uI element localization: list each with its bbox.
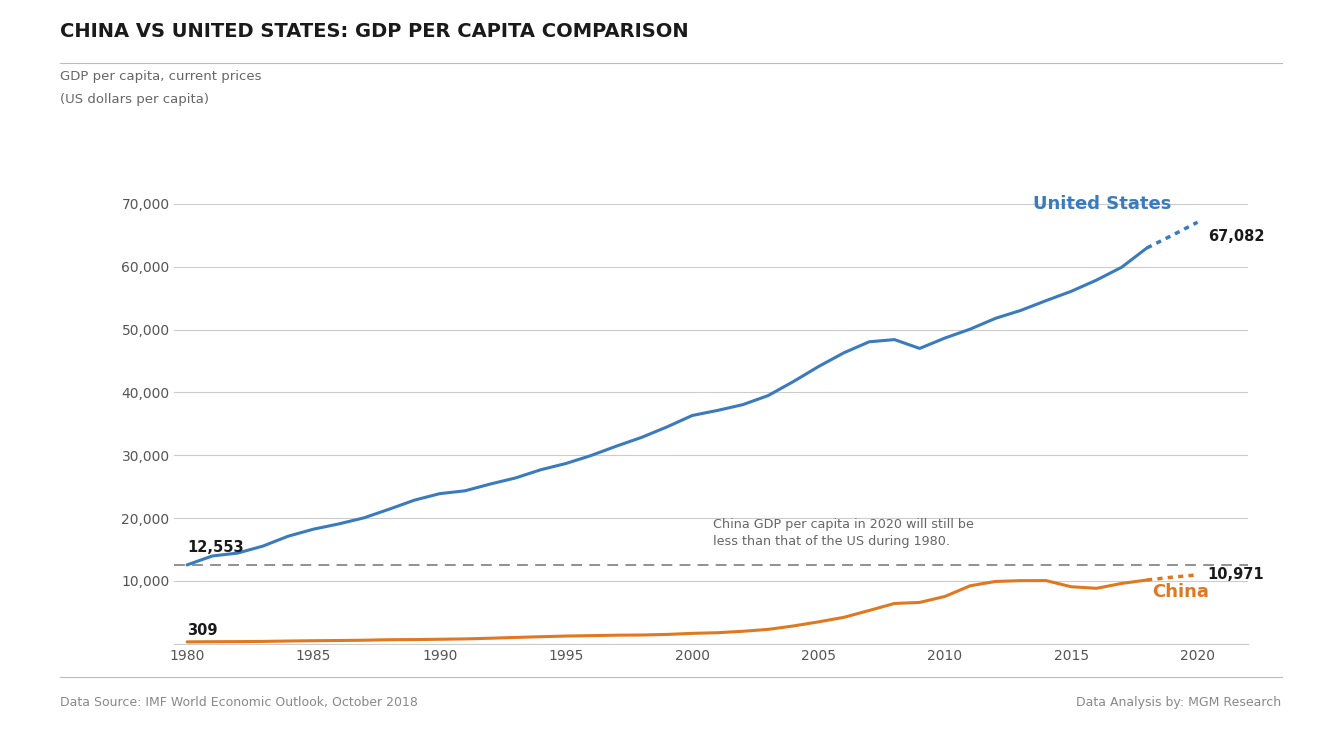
Text: Data Analysis by: MGM Research: Data Analysis by: MGM Research	[1076, 696, 1282, 709]
Text: 309: 309	[187, 622, 217, 638]
Text: China GDP per capita in 2020 will still be
less than that of the US during 1980.: China GDP per capita in 2020 will still …	[713, 518, 973, 548]
Text: CHINA VS UNITED STATES: GDP PER CAPITA COMPARISON: CHINA VS UNITED STATES: GDP PER CAPITA C…	[60, 22, 688, 41]
Text: 12,553: 12,553	[187, 539, 244, 554]
Text: China: China	[1151, 583, 1209, 602]
Text: 10,971: 10,971	[1208, 568, 1264, 582]
Text: (US dollars per capita): (US dollars per capita)	[60, 92, 209, 106]
Text: GDP per capita, current prices: GDP per capita, current prices	[60, 70, 262, 84]
Text: 67,082: 67,082	[1208, 229, 1264, 244]
Text: United States: United States	[1033, 195, 1172, 213]
Text: Data Source: IMF World Economic Outlook, October 2018: Data Source: IMF World Economic Outlook,…	[60, 696, 419, 709]
